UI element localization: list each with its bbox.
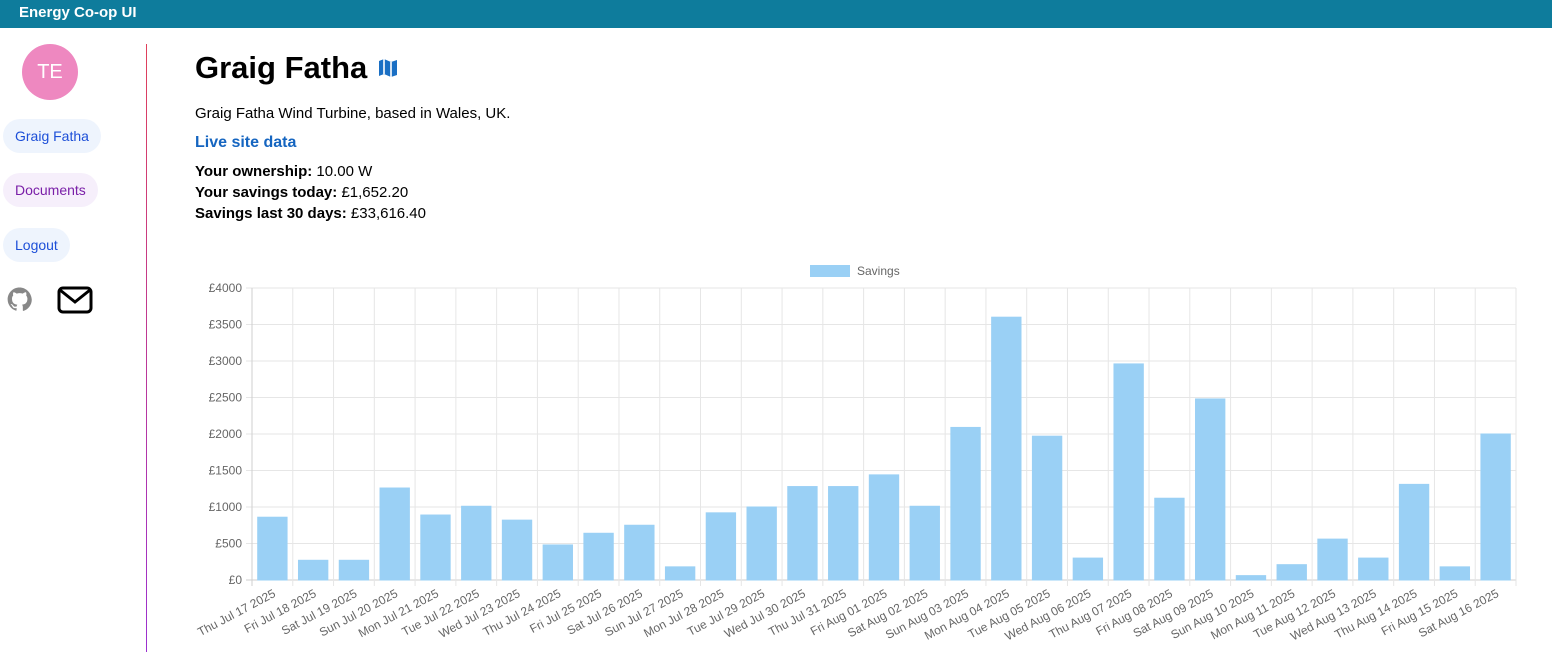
bar — [1358, 557, 1389, 581]
bar — [1031, 435, 1063, 581]
bar — [501, 519, 533, 581]
bar — [664, 566, 696, 581]
top-bar: Energy Co-op UI — [0, 0, 1552, 28]
github-icon[interactable] — [7, 287, 32, 312]
page-title: Graig Fatha — [195, 50, 368, 85]
x-tick-label: Fri Aug 08 2025 — [1093, 586, 1175, 638]
x-tick-label: Thu Aug 07 2025 — [1047, 586, 1135, 641]
x-tick-label: Sun Aug 10 2025 — [1168, 586, 1256, 642]
x-tick-label: Wed Jul 30 2025 — [722, 586, 808, 641]
sidebar-item-graig-fatha[interactable]: Graig Fatha — [3, 119, 101, 153]
x-tick-label: Mon Jul 21 2025 — [356, 586, 441, 640]
legend-swatch — [810, 265, 850, 277]
x-tick-label: Tue Jul 29 2025 — [685, 586, 767, 639]
bar — [1072, 557, 1104, 581]
bar — [1480, 433, 1511, 581]
bar — [297, 559, 329, 581]
x-tick-label: Thu Jul 24 2025 — [481, 586, 564, 639]
x-tick-label: Tue Aug 05 2025 — [966, 586, 1053, 641]
x-tick-label: Sat Jul 19 2025 — [279, 586, 359, 638]
map-icon[interactable] — [378, 58, 398, 78]
bar — [1317, 538, 1348, 581]
bar — [746, 506, 777, 581]
bar — [1398, 483, 1430, 581]
bar — [379, 487, 410, 581]
bar — [909, 505, 940, 581]
x-tick-label: Sat Aug 02 2025 — [845, 586, 930, 640]
y-tick-label: £1500 — [209, 464, 243, 478]
bar — [868, 474, 900, 581]
live-site-data-link[interactable]: Live site data — [195, 134, 297, 151]
x-tick-label: Thu Jul 31 2025 — [766, 586, 849, 639]
bar — [338, 559, 370, 581]
x-tick-label: Sun Jul 20 2025 — [317, 586, 400, 639]
x-tick-label: Wed Aug 06 2025 — [1003, 586, 1094, 643]
x-tick-label: Fri Aug 01 2025 — [808, 586, 890, 638]
bar — [1235, 575, 1267, 581]
y-tick-label: £1000 — [209, 500, 243, 514]
x-tick-label: Tue Aug 12 2025 — [1251, 586, 1338, 641]
x-tick-label: Wed Aug 13 2025 — [1288, 586, 1379, 643]
savings-30-days-value: £33,616.40 — [350, 205, 426, 222]
app-title: Energy Co-op UI — [19, 4, 137, 21]
bar — [542, 544, 573, 581]
site-description: Graig Fatha Wind Turbine, based in Wales… — [195, 105, 511, 122]
mail-icon[interactable] — [57, 286, 93, 314]
y-tick-label: £3000 — [209, 354, 243, 368]
legend-label: Savings — [857, 264, 900, 278]
bar — [624, 524, 655, 581]
x-tick-label: Mon Aug 11 2025 — [1208, 586, 1297, 642]
x-tick-label: Sun Aug 03 2025 — [883, 586, 971, 642]
x-tick-label: Fri Jul 18 2025 — [242, 586, 319, 636]
x-tick-label: Wed Jul 23 2025 — [437, 586, 523, 641]
ownership-stat: Your ownership: 10.00 W — [195, 163, 372, 180]
ownership-label: Your ownership: — [195, 163, 313, 180]
savings-30-days-stat: Savings last 30 days: £33,616.40 — [195, 205, 426, 222]
x-tick-label: Mon Jul 28 2025 — [641, 586, 726, 640]
bar — [1439, 566, 1471, 581]
savings-30-days-label: Savings last 30 days: — [195, 205, 347, 222]
sidebar-divider — [146, 44, 147, 652]
ownership-value: 10.00 W — [316, 163, 373, 180]
bar — [461, 505, 492, 581]
bar — [828, 486, 859, 581]
bar — [1113, 363, 1144, 581]
x-tick-label: Sat Aug 16 2025 — [1416, 586, 1501, 640]
x-tick-label: Tue Jul 22 2025 — [399, 586, 481, 639]
bar — [950, 426, 981, 581]
x-tick-label: Mon Aug 04 2025 — [922, 586, 1012, 643]
y-tick-label: £2000 — [209, 427, 243, 441]
bar — [257, 516, 288, 581]
bar — [705, 512, 737, 581]
y-tick-label: £4000 — [209, 281, 243, 295]
sidebar-item-documents[interactable]: Documents — [3, 173, 98, 207]
bar — [1195, 398, 1226, 581]
bar — [1154, 497, 1185, 581]
sidebar-item-logout[interactable]: Logout — [3, 228, 70, 262]
bar — [420, 514, 451, 581]
bar — [787, 486, 818, 581]
x-tick-label: Thu Jul 17 2025 — [195, 586, 278, 639]
x-tick-label: Sat Aug 09 2025 — [1131, 586, 1216, 640]
x-tick-label: Sat Jul 26 2025 — [565, 586, 645, 638]
bar — [583, 532, 614, 581]
savings-today-value: £1,652.20 — [341, 184, 409, 201]
savings-today-label: Your savings today: — [195, 184, 338, 201]
x-tick-label: Fri Aug 15 2025 — [1379, 586, 1461, 638]
avatar[interactable]: TE — [22, 44, 78, 100]
x-tick-label: Thu Aug 14 2025 — [1332, 586, 1420, 641]
y-tick-label: £3500 — [209, 318, 243, 332]
bar — [1276, 564, 1307, 581]
y-tick-label: £0 — [229, 573, 243, 587]
x-tick-label: Fri Jul 25 2025 — [527, 586, 604, 636]
bar — [991, 316, 1022, 581]
savings-today-stat: Your savings today: £1,652.20 — [195, 184, 408, 201]
x-tick-label: Sun Jul 27 2025 — [602, 586, 685, 639]
y-tick-label: £2500 — [209, 391, 243, 405]
y-tick-label: £500 — [215, 537, 242, 551]
sidebar: TE Graig Fatha Documents Logout — [0, 28, 146, 652]
